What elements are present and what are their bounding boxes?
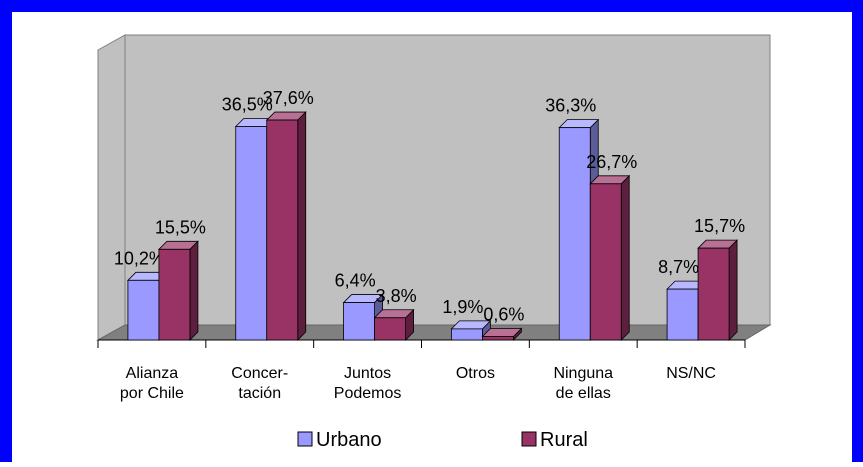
legend-label: Rural bbox=[540, 429, 588, 451]
x-tick-label: Alianza por Chile bbox=[120, 365, 184, 402]
legend-swatch bbox=[297, 431, 313, 447]
value-label: 26,7% bbox=[586, 152, 637, 172]
x-tick-label: Ninguna de ellas bbox=[553, 365, 613, 402]
legend-swatch bbox=[521, 431, 537, 447]
bar bbox=[697, 239, 739, 341]
bar-front bbox=[158, 248, 191, 341]
x-tick-label: NS/NC bbox=[666, 365, 716, 382]
bar bbox=[373, 308, 415, 341]
bar-front bbox=[343, 302, 375, 341]
bar-front bbox=[697, 247, 730, 341]
value-label: 36,5% bbox=[222, 94, 273, 114]
side-wall bbox=[97, 34, 126, 341]
value-label: 37,6% bbox=[263, 88, 314, 108]
bar-side bbox=[728, 239, 738, 341]
value-label: 15,7% bbox=[694, 216, 745, 236]
bar bbox=[481, 327, 523, 341]
bar-front bbox=[451, 328, 483, 341]
value-label: 3,8% bbox=[376, 286, 417, 306]
bar bbox=[265, 111, 307, 341]
value-label: 15,5% bbox=[155, 217, 206, 237]
value-label: 10,2% bbox=[114, 248, 165, 268]
bar-side bbox=[297, 111, 307, 341]
bar-front bbox=[482, 336, 514, 341]
x-tick-label: Otros bbox=[456, 365, 495, 382]
bar bbox=[342, 293, 384, 341]
bar bbox=[157, 240, 199, 341]
bar-side bbox=[189, 240, 199, 341]
value-label: 1,9% bbox=[442, 297, 483, 317]
value-label: 8,7% bbox=[658, 257, 699, 277]
bar-front bbox=[666, 288, 699, 341]
legend-label: Urbano bbox=[316, 429, 382, 451]
bar-front bbox=[558, 127, 591, 341]
bar bbox=[589, 174, 631, 341]
x-tick-label: Concer-tación bbox=[231, 365, 288, 402]
value-label: 0,6% bbox=[483, 304, 524, 324]
value-label: 6,4% bbox=[335, 271, 376, 291]
value-label: 36,3% bbox=[545, 96, 596, 116]
bar-front bbox=[266, 119, 299, 341]
bar-front bbox=[127, 279, 160, 341]
bar-front bbox=[374, 317, 406, 341]
bar-front bbox=[235, 126, 268, 341]
back-wall bbox=[124, 34, 771, 326]
x-tick-label: Juntos Podemos bbox=[334, 365, 402, 402]
bar-side bbox=[620, 174, 630, 341]
bar-front bbox=[589, 183, 622, 341]
